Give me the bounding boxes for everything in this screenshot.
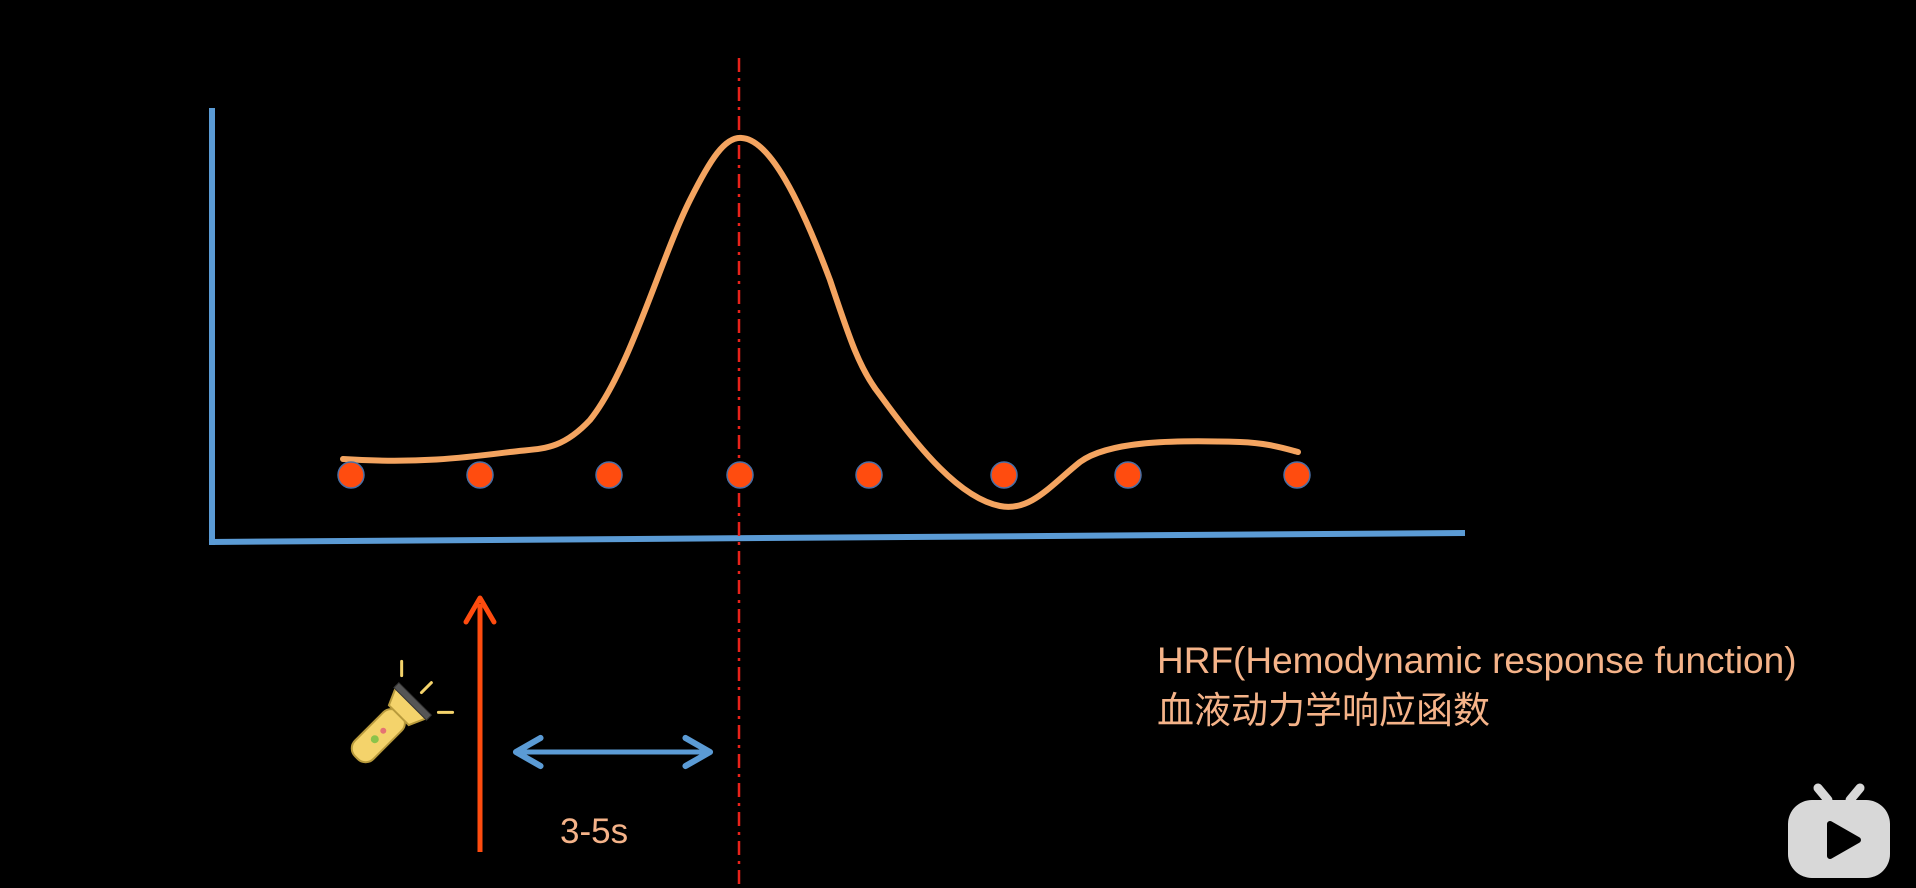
sample-point (1114, 461, 1142, 489)
hrf-caption-chinese: 血液动力学响应函数 (1157, 690, 1490, 731)
sample-point (726, 461, 754, 489)
sample-point (855, 461, 883, 489)
sample-point (466, 461, 494, 489)
sample-point (990, 461, 1018, 489)
sample-point (337, 461, 365, 489)
sample-point (595, 461, 623, 489)
x-axis (208, 530, 1466, 545)
stimulus-arrow (463, 595, 497, 852)
sample-points (337, 461, 1311, 489)
sample-point (1283, 461, 1311, 489)
hrf-curve (340, 134, 1301, 510)
tv-play-logo-icon (1788, 783, 1890, 878)
interval-label: 3-5s (560, 812, 629, 851)
hrf-caption-english: HRF(Hemodynamic response function) (1157, 640, 1797, 681)
flashlight-icon (350, 659, 455, 764)
hrf-caption: HRF(Hemodynamic response function) 血液动力学… (1157, 636, 1797, 736)
